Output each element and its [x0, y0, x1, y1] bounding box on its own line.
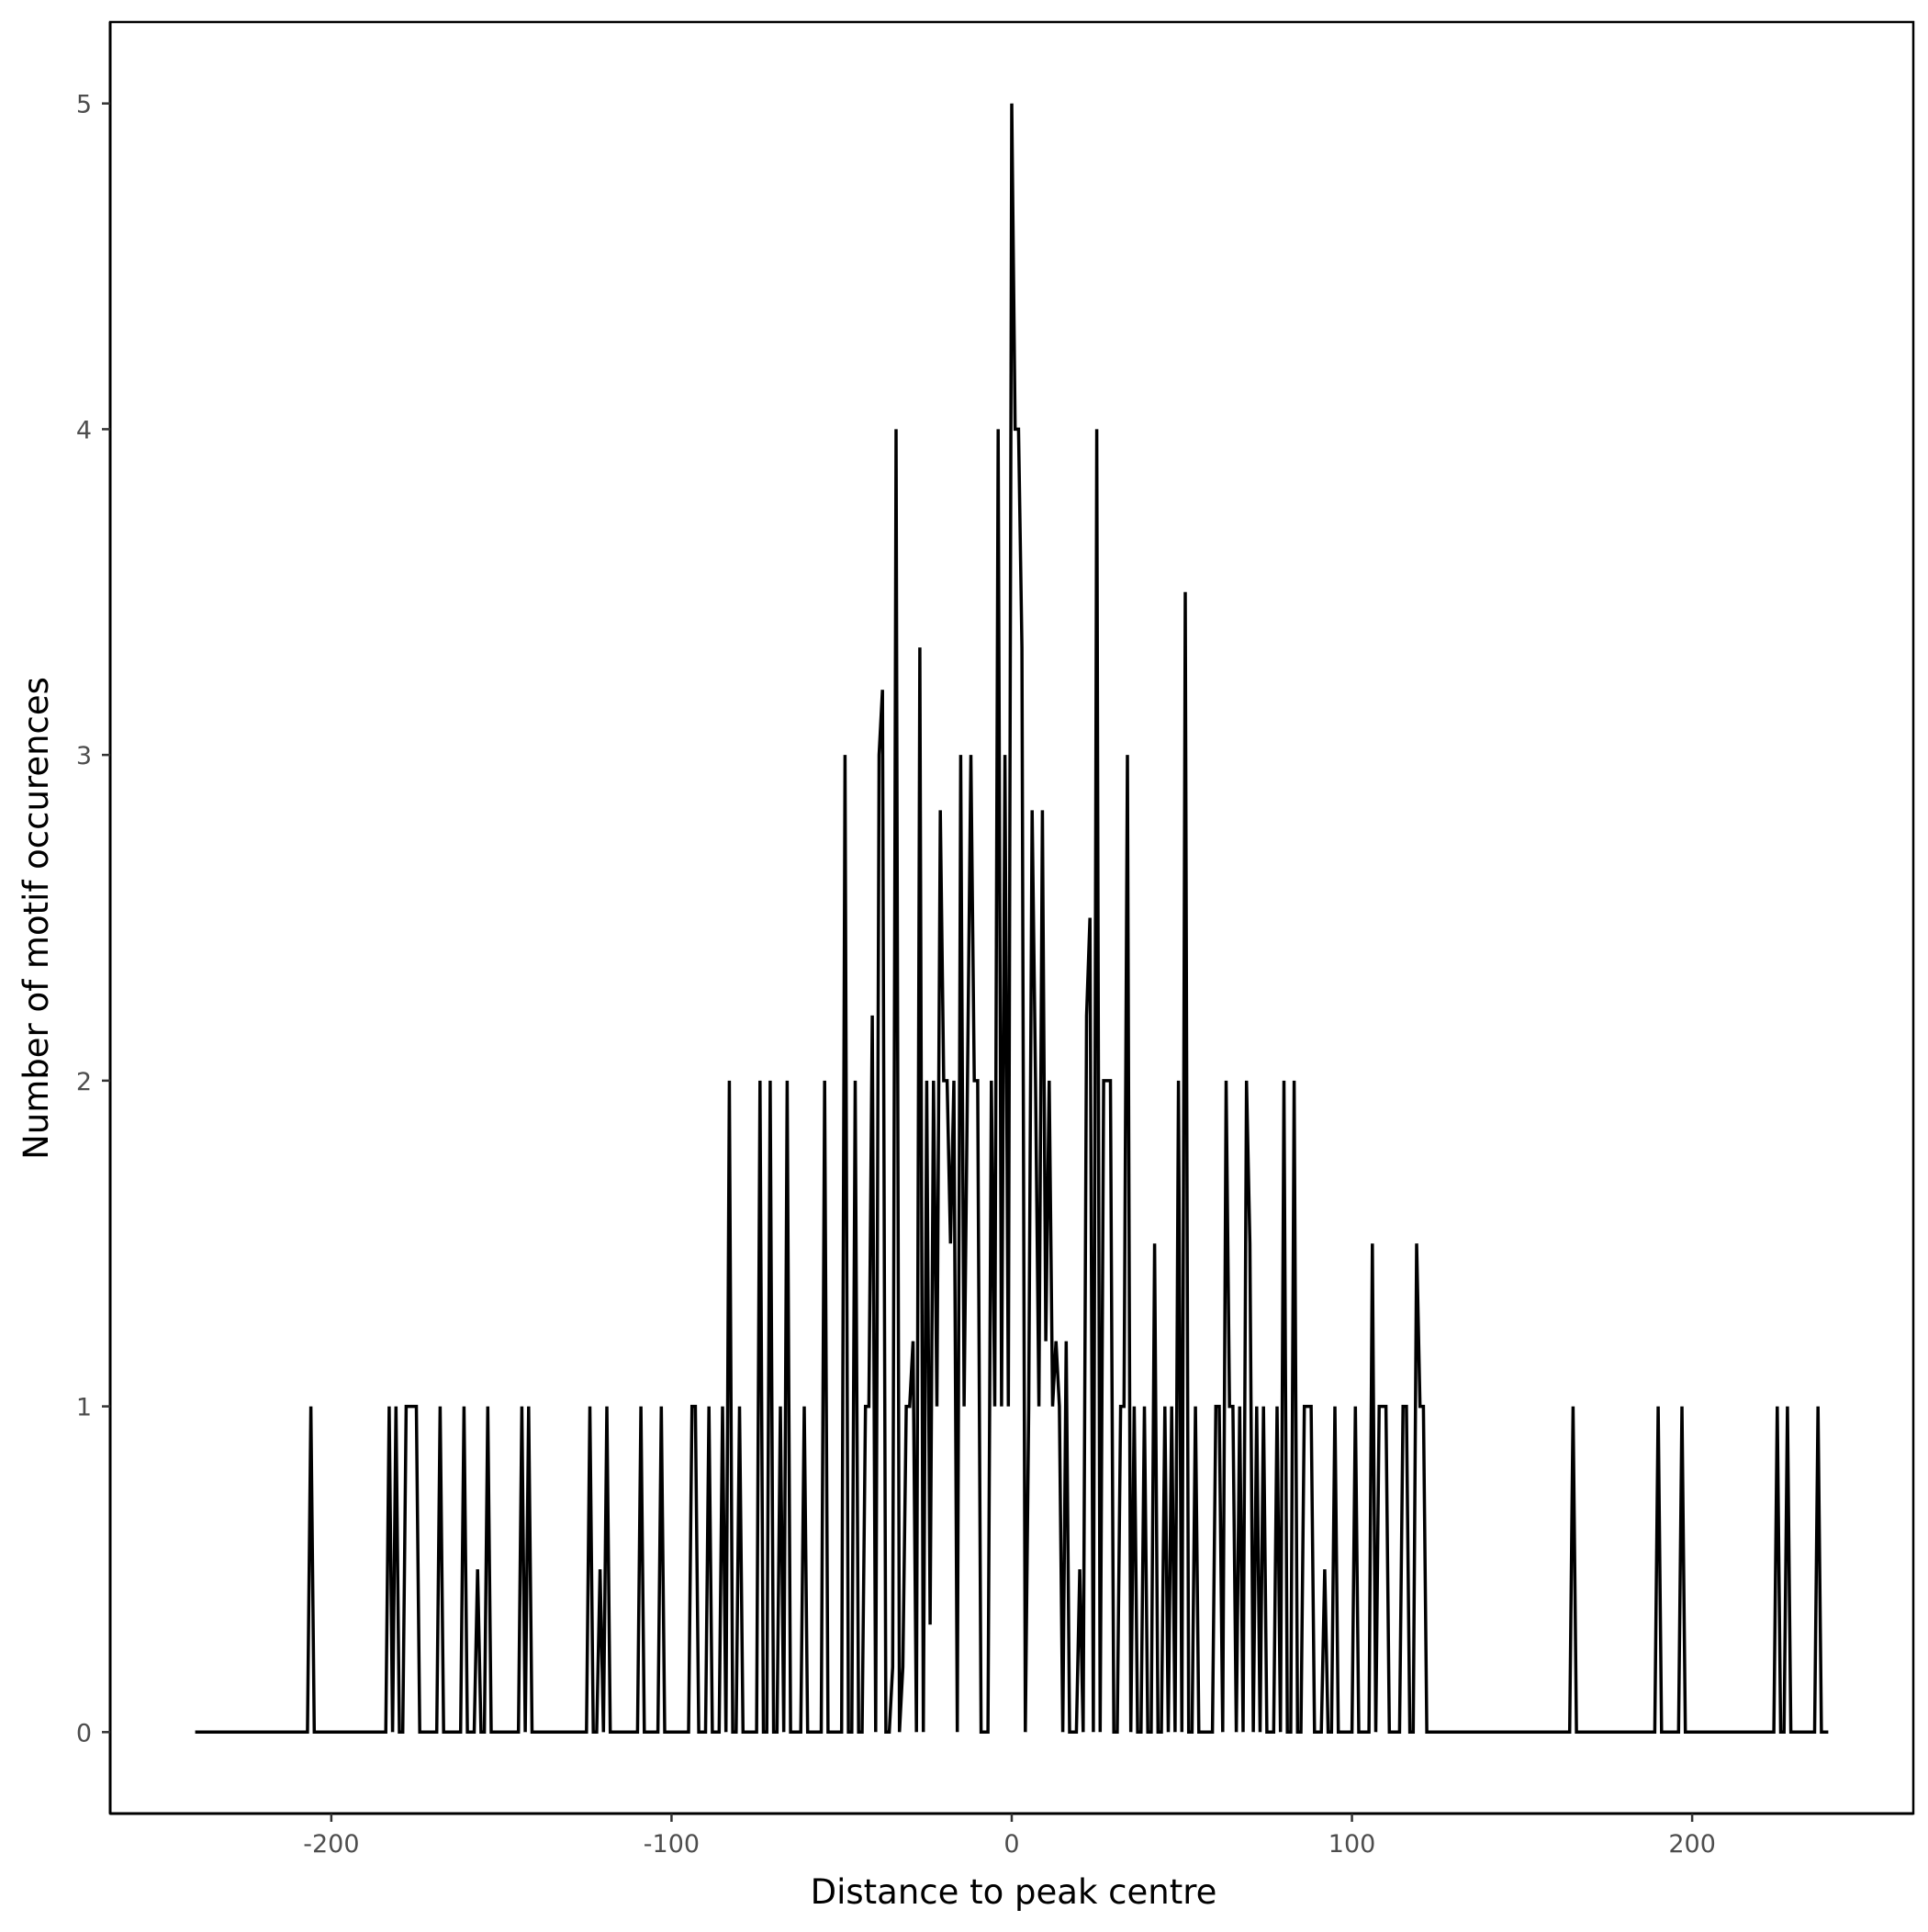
y-tick-label: 4 — [76, 416, 92, 444]
y-tick-label: 1 — [76, 1394, 92, 1422]
y-axis-title: Number of motif occurences — [17, 677, 56, 1160]
x-tick-label: -100 — [644, 1830, 700, 1859]
y-tick-label: 2 — [76, 1068, 92, 1096]
y-tick-label: 5 — [76, 91, 92, 119]
y-tick-label: 3 — [76, 742, 92, 770]
series-line — [195, 103, 1829, 1735]
x-tick-label: 0 — [1003, 1830, 1019, 1859]
x-axis-title: Distance to peak centre — [811, 1872, 1217, 1912]
x-tick-label: -200 — [303, 1830, 359, 1859]
y-tick-label: 0 — [76, 1719, 92, 1747]
x-tick-label: 100 — [1328, 1830, 1376, 1859]
x-tick-label: 200 — [1668, 1830, 1716, 1859]
